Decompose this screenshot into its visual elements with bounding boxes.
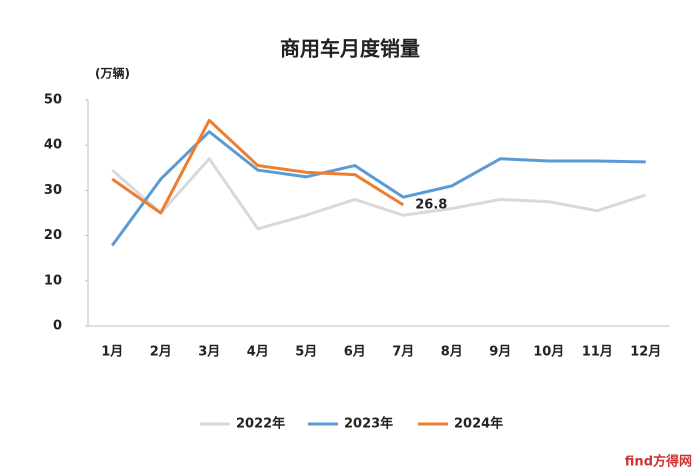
x-tick-label: 2月	[150, 345, 172, 360]
series-line	[111, 157, 647, 231]
legend-label: 2023年	[344, 416, 393, 432]
y-tick-label: 0	[53, 319, 62, 334]
x-tick-label: 1月	[101, 345, 123, 360]
series-line	[111, 130, 646, 247]
x-tick-label: 3月	[198, 345, 220, 360]
legend-label: 2022年	[236, 416, 285, 432]
watermark: find方得网	[625, 454, 692, 470]
y-tick-label: 10	[44, 273, 62, 288]
x-tick-label: 6月	[344, 345, 366, 360]
chart-title: 商用车月度销量	[280, 37, 420, 61]
y-tick-label: 30	[44, 183, 62, 198]
x-tick-label: 5月	[295, 345, 317, 360]
x-tick-label: 4月	[247, 345, 269, 360]
y-unit: (万辆)	[95, 66, 130, 81]
series-line	[111, 118, 405, 215]
y-tick-label: 50	[44, 93, 62, 108]
x-tick-label: 10月	[533, 345, 564, 360]
x-tick-label: 7月	[392, 345, 414, 360]
data-label: 26.8	[415, 197, 447, 212]
x-tick-label: 12月	[630, 345, 661, 360]
x-tick-label: 8月	[441, 345, 463, 360]
x-tick-label: 11月	[582, 345, 613, 360]
y-tick-label: 40	[44, 138, 62, 153]
y-tick-label: 20	[44, 228, 62, 243]
x-tick-label: 9月	[489, 345, 511, 360]
legend-label: 2024年	[454, 416, 503, 432]
